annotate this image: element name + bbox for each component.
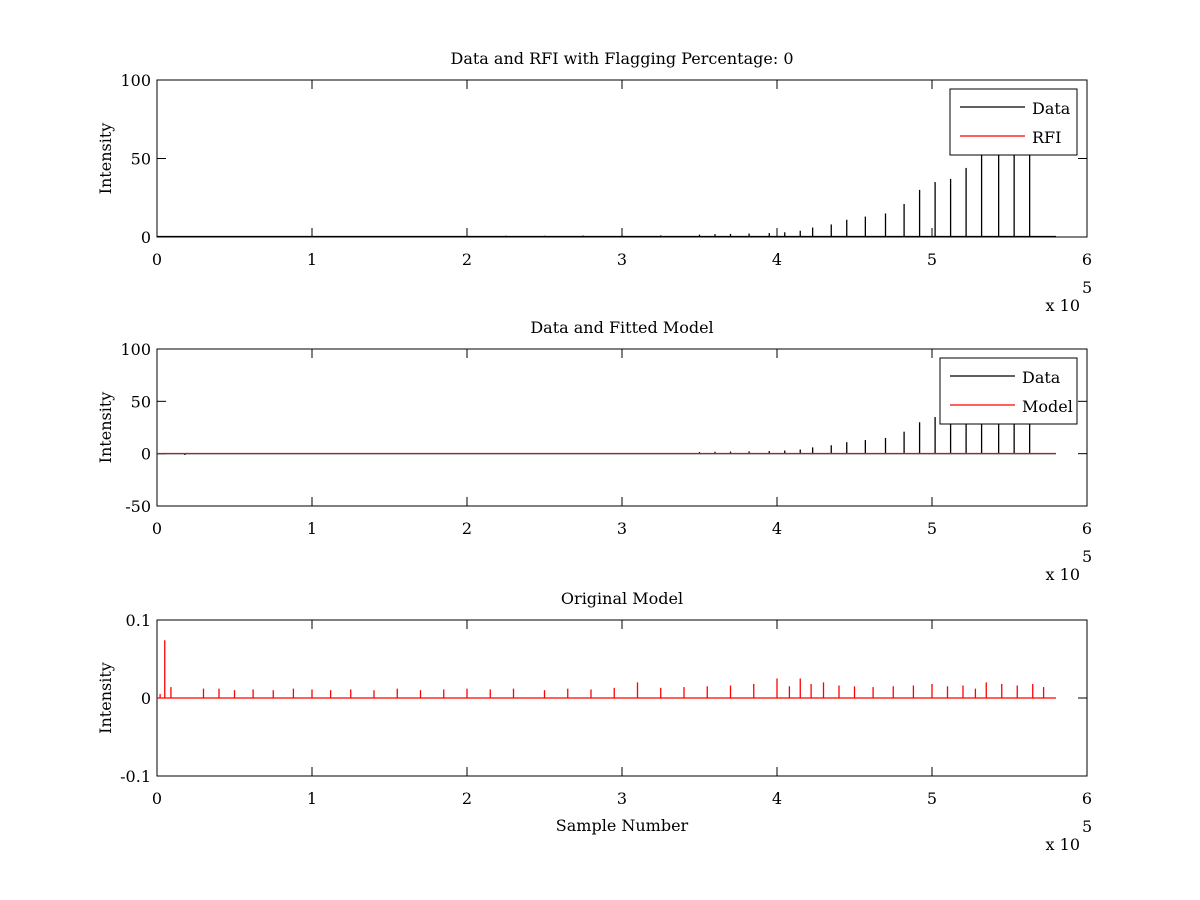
x-tick-label: 5 [927,519,937,538]
x-axis-label: Sample Number [556,816,689,835]
x-multiplier-exponent: 5 [1082,278,1092,297]
y-axis-label: Intensity [96,123,115,195]
x-tick-label: 4 [772,519,782,538]
x-tick-label: 2 [462,250,472,269]
y-tick-label: 0.1 [126,611,151,630]
legend-box [949,88,1078,156]
chart-title: Data and RFI with Flagging Percentage: 0 [450,49,793,68]
y-axis-label: Intensity [96,392,115,464]
y-tick-label: 50 [131,150,151,169]
y-tick-label: 0 [141,228,151,247]
legend-box [939,357,1078,425]
x-tick-label: 2 [462,789,472,808]
x-multiplier: x 10 [1046,296,1080,315]
axes-frame [156,348,1088,507]
x-tick-label: 5 [927,789,937,808]
x-tick-label: 1 [307,250,317,269]
y-axis-label: Intensity [96,662,115,734]
x-tick-label: 0 [152,789,162,808]
y-tick-label: -0.1 [120,767,151,786]
x-tick-label: 6 [1082,519,1092,538]
chart-title: Original Model [561,589,683,608]
y-tick-label: -50 [125,497,151,516]
x-tick-label: 2 [462,519,472,538]
x-tick-label: 6 [1082,789,1092,808]
y-tick-label: 0 [141,445,151,464]
x-tick-label: 4 [772,789,782,808]
x-tick-label: 1 [307,519,317,538]
x-tick-label: 0 [152,250,162,269]
y-tick-label: 100 [120,340,151,359]
legend: Data Model [939,357,1078,425]
y-tick-label: 100 [120,71,151,90]
x-tick-label: 3 [617,789,627,808]
legend-label: Data [1022,368,1061,387]
legend-label: Data [1032,99,1071,118]
x-multiplier: x 10 [1046,565,1080,584]
legend-label: RFI [1032,128,1061,147]
legend: Data RFI [949,88,1078,156]
y-tick-label: 0 [141,689,151,708]
chart-panel-1: 0 1 2 3 4 5 6 0 50 100 Data and RFI with Flagging … [96,49,1092,315]
x-tick-label: 0 [152,519,162,538]
x-multiplier-exponent: 5 [1082,817,1092,836]
axes-frame [156,79,1088,238]
x-tick-label: 3 [617,519,627,538]
x-multiplier-exponent: 5 [1082,547,1092,566]
x-multiplier: x 10 [1046,835,1080,854]
legend-label: Model [1022,397,1073,416]
y-tick-label: 50 [131,392,151,411]
x-tick-label: 3 [617,250,627,269]
x-tick-label: 4 [772,250,782,269]
chart-title: Data and Fitted Model [530,318,713,337]
x-tick-label: 6 [1082,250,1092,269]
x-tick-label: 5 [927,250,937,269]
x-tick-label: 1 [307,789,317,808]
